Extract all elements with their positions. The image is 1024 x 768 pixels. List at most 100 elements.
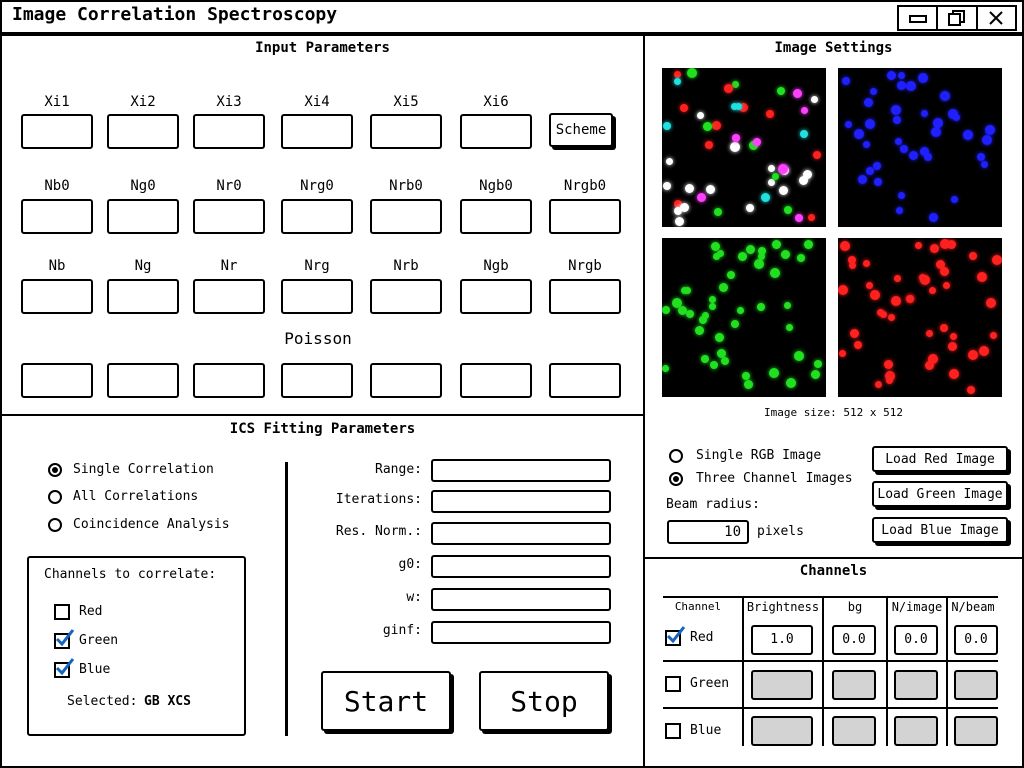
nb-label: Nb [48, 258, 66, 274]
particle-dot [674, 200, 682, 208]
poisson-field-1[interactable] [21, 363, 93, 398]
particle-dot [797, 254, 805, 262]
nrb0-field[interactable] [370, 199, 442, 234]
load-red-image-button[interactable]: Load Red Image [872, 446, 1008, 472]
beam-radius-field[interactable]: 10 [667, 520, 749, 544]
minimize-button[interactable] [899, 7, 939, 29]
nr0-field[interactable] [193, 199, 265, 234]
xi3-field[interactable] [193, 114, 265, 149]
nr-field[interactable] [193, 279, 265, 314]
nrg0-label: Nrg0 [300, 178, 334, 194]
channel-green-checkbox[interactable] [665, 676, 681, 692]
particle-dot [897, 81, 906, 90]
stop-button[interactable]: Stop [479, 671, 609, 731]
nrgb0-field[interactable] [549, 199, 621, 234]
red-n-image-field[interactable]: 0.0 [894, 625, 938, 655]
poisson-field-4[interactable] [281, 363, 353, 398]
particle-dot [674, 78, 681, 85]
channel-blue-checkbox[interactable] [665, 723, 681, 739]
poisson-field-3[interactable] [193, 363, 265, 398]
particle-dot [784, 206, 792, 214]
res-norm-field[interactable] [431, 522, 611, 545]
particle-dot [702, 312, 709, 319]
particle-dot [928, 354, 938, 364]
ng-field[interactable] [107, 279, 179, 314]
particle-dot [948, 342, 957, 351]
blue-n-beam-field [954, 716, 998, 746]
xi5-field[interactable] [370, 114, 442, 149]
poisson-field-7[interactable] [549, 363, 621, 398]
ngb0-field[interactable] [460, 199, 532, 234]
col-divider-4 [946, 596, 948, 746]
single-correlation-radio[interactable] [48, 463, 62, 477]
particle-dot [898, 192, 905, 199]
xi6-field[interactable] [460, 114, 532, 149]
single-correlation-label: Single Correlation [73, 462, 214, 477]
single-rgb-radio[interactable] [669, 449, 683, 463]
nb-field[interactable] [21, 279, 93, 314]
particle-dot [697, 112, 704, 119]
particle-dot [849, 262, 856, 269]
nrgb-field[interactable] [549, 279, 621, 314]
particle-dot [854, 129, 864, 139]
red-brightness-field[interactable]: 1.0 [751, 625, 813, 655]
particle-dot [709, 303, 716, 310]
start-button[interactable]: Start [321, 671, 451, 731]
particle-dot [779, 186, 788, 195]
correlate-red-checkbox[interactable] [54, 604, 70, 620]
correlate-blue-checkbox[interactable] [54, 658, 75, 678]
particle-dot [672, 298, 682, 308]
ginf-field[interactable] [431, 621, 611, 644]
particle-dot [940, 239, 950, 249]
nb0-field[interactable] [21, 199, 93, 234]
nrg0-field[interactable] [281, 199, 353, 234]
xi4-field[interactable] [281, 114, 353, 149]
g0-field[interactable] [431, 555, 611, 578]
all-correlations-label: All Correlations [73, 489, 199, 504]
window-title: Image Correlation Spectroscopy [12, 4, 338, 25]
xi2-field[interactable] [107, 114, 179, 149]
restore-button[interactable] [938, 7, 978, 29]
ng0-field[interactable] [107, 199, 179, 234]
ngb-field[interactable] [460, 279, 532, 314]
xi2-label: Xi2 [130, 94, 156, 110]
red-n-beam-field[interactable]: 0.0 [954, 625, 998, 655]
poisson-field-6[interactable] [460, 363, 532, 398]
green-n-beam-field [954, 670, 998, 700]
particle-dot [981, 161, 988, 168]
close-button[interactable] [978, 7, 1015, 29]
w-field[interactable] [431, 588, 611, 611]
nrb-field[interactable] [370, 279, 442, 314]
particle-dot [895, 138, 902, 145]
particle-dot [936, 260, 945, 269]
close-icon [989, 11, 1004, 25]
range-field[interactable] [431, 459, 611, 482]
three-channel-radio[interactable] [669, 472, 683, 486]
particle-dot [898, 72, 905, 79]
particle-dot [732, 81, 739, 88]
particle-dot [663, 182, 671, 190]
nrb-label: Nrb [393, 258, 419, 274]
particle-dot [949, 369, 959, 379]
channel-blue-label: Blue [690, 723, 722, 738]
nrg-field[interactable] [281, 279, 353, 314]
coincidence-analysis-radio[interactable] [48, 518, 62, 532]
red-bg-field[interactable]: 0.0 [832, 625, 876, 655]
poisson-field-2[interactable] [107, 363, 179, 398]
channel-red-checkbox[interactable] [665, 626, 686, 646]
header-n-beam: N/beam [951, 600, 995, 614]
correlate-green-checkbox[interactable] [54, 629, 75, 649]
iterations-field[interactable] [431, 490, 611, 513]
load-green-image-button[interactable]: Load Green Image [872, 481, 1008, 507]
poisson-field-5[interactable] [370, 363, 442, 398]
load-blue-image-button[interactable]: Load Blue Image [872, 517, 1008, 543]
particle-dot [680, 104, 688, 112]
particle-dot [701, 355, 709, 363]
scheme-button[interactable]: Scheme [549, 113, 613, 147]
all-correlations-radio[interactable] [48, 490, 62, 504]
xi3-label: Xi3 [216, 94, 242, 110]
channels-panel [643, 557, 1024, 768]
xi1-field[interactable] [21, 114, 93, 149]
particle-dot [850, 329, 859, 338]
particle-dot [710, 361, 718, 369]
